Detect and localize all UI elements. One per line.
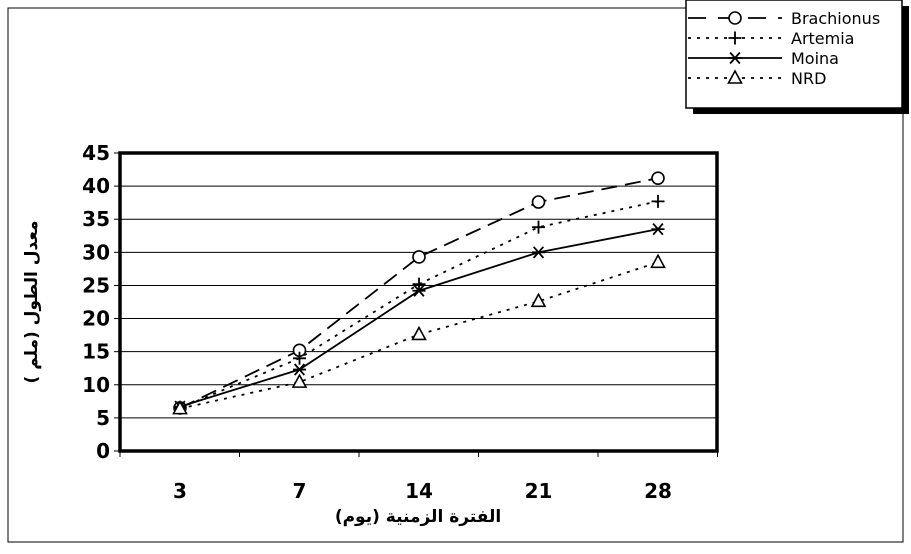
point-brachionus bbox=[412, 250, 426, 264]
point-brachionus bbox=[651, 171, 665, 185]
legend-marker-artemia bbox=[728, 31, 742, 45]
y-tick-label: 20 bbox=[82, 307, 110, 331]
y-tick-label: 5 bbox=[96, 406, 110, 430]
legend-marker-brachionus bbox=[728, 11, 742, 25]
y-tick-label: 45 bbox=[82, 141, 110, 165]
legend-label-artemia: Artemia bbox=[791, 29, 854, 48]
x-tick-label: 21 bbox=[525, 479, 553, 503]
point-nrd bbox=[530, 292, 547, 308]
y-axis-title: معدل الطول (ملم ) bbox=[22, 221, 42, 384]
point-artemia bbox=[532, 220, 545, 234]
series-line-nrd bbox=[179, 261, 659, 410]
x-axis-title: الفترة الزمنية (يوم) bbox=[335, 507, 501, 527]
point-artemia bbox=[651, 194, 665, 208]
series-layer bbox=[172, 171, 666, 415]
y-tick-label: 10 bbox=[82, 373, 110, 397]
plot-area bbox=[118, 151, 719, 453]
legend-marker-moina bbox=[728, 51, 742, 65]
point-brachionus bbox=[531, 195, 546, 209]
point-nrd bbox=[411, 325, 427, 341]
axis-layer: 0 5 10 15 20 25 30 35 40 45 3 7 14 21 28 bbox=[82, 141, 718, 503]
point-moina bbox=[651, 223, 665, 236]
y-tick-label: 35 bbox=[82, 207, 110, 231]
point-moina bbox=[532, 246, 545, 259]
legend-label-nrd: NRD bbox=[791, 69, 826, 88]
point-nrd bbox=[650, 253, 666, 269]
series-line-brachionus bbox=[179, 177, 659, 409]
legend-label-brachionus: Brachionus bbox=[791, 9, 880, 28]
y-tick-label: 30 bbox=[82, 240, 110, 264]
y-tick-label: 0 bbox=[96, 439, 110, 463]
point-moina bbox=[412, 284, 426, 297]
legend-marker-nrd bbox=[727, 69, 743, 84]
y-tick-label: 25 bbox=[82, 273, 110, 297]
x-tick-label: 28 bbox=[644, 479, 672, 503]
legend-label-moina: Moina bbox=[791, 49, 839, 68]
y-tick-label: 15 bbox=[82, 340, 110, 364]
x-tick-label: 3 bbox=[173, 479, 187, 503]
point-artemia bbox=[293, 351, 306, 365]
x-tick-label: 7 bbox=[293, 479, 307, 503]
y-tick-label: 40 bbox=[82, 174, 110, 198]
point-nrd bbox=[172, 399, 188, 415]
point-artemia bbox=[412, 277, 426, 291]
point-moina bbox=[293, 363, 306, 376]
x-tick-label: 14 bbox=[405, 479, 433, 503]
point-nrd bbox=[291, 373, 308, 388]
